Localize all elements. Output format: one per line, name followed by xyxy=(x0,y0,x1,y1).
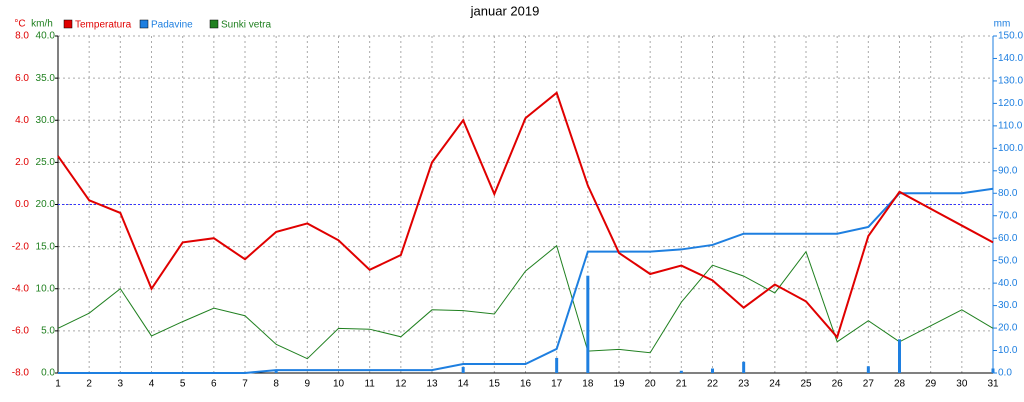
x-tick-label: 10 xyxy=(333,379,345,390)
x-tick-label: 28 xyxy=(894,379,906,390)
precip-bar xyxy=(991,368,995,373)
y-tick-label: 0.0 xyxy=(15,199,29,210)
y3-tick-label: 80.0 xyxy=(998,188,1018,199)
x-tick-label: 14 xyxy=(458,379,470,390)
y3-unit: mm xyxy=(994,19,1011,30)
y3-tick-label: 140.0 xyxy=(998,53,1023,64)
y3-tick-label: 130.0 xyxy=(998,76,1023,87)
y3-tick-label: 10.0 xyxy=(998,345,1018,356)
precip-bar xyxy=(742,361,746,373)
precip-bar xyxy=(711,368,714,373)
y3-tick-label: 120.0 xyxy=(998,98,1023,109)
x-tick-label: 22 xyxy=(707,379,719,390)
precip-bar xyxy=(866,366,870,373)
y2-tick-label: 35.0 xyxy=(36,73,56,84)
x-tick-label: 21 xyxy=(676,379,688,390)
y2-tick-label: 30.0 xyxy=(36,115,56,126)
y2-tick-label: 5.0 xyxy=(41,326,55,337)
series-line xyxy=(57,91,994,340)
x-tick-label: 7 xyxy=(242,379,248,390)
x-tick-label: 13 xyxy=(426,379,438,390)
series-line xyxy=(58,187,994,374)
x-tick-label: 1 xyxy=(55,379,61,390)
legend-swatch xyxy=(63,19,73,29)
precip-bar xyxy=(586,275,590,373)
y3-tick-label: 110.0 xyxy=(998,121,1023,132)
x-tick-label: 29 xyxy=(925,379,937,390)
x-tick-label: 4 xyxy=(149,379,155,390)
y3-tick-label: 70.0 xyxy=(998,210,1018,221)
series-line xyxy=(57,244,994,360)
y3-tick-label: 40.0 xyxy=(998,278,1018,289)
x-tick-label: 23 xyxy=(738,379,750,390)
y2-unit: km/h xyxy=(31,19,53,30)
x-tick-label: 27 xyxy=(863,379,875,390)
y3-tick-label: 20.0 xyxy=(998,323,1018,334)
x-tick-label: 9 xyxy=(305,379,311,390)
y3-tick-label: 90.0 xyxy=(998,165,1018,176)
x-tick-label: 6 xyxy=(211,379,217,390)
x-tick-label: 5 xyxy=(180,379,186,390)
y-unit: °C xyxy=(14,19,25,30)
y-tick-label: -2.0 xyxy=(12,241,30,252)
y2-tick-label: 25.0 xyxy=(36,157,56,168)
x-tick-label: 26 xyxy=(832,379,844,390)
y3-tick-label: 60.0 xyxy=(998,233,1018,244)
x-tick-label: 25 xyxy=(800,379,812,390)
legend-label: Padavine xyxy=(151,20,193,31)
y2-tick-label: 10.0 xyxy=(36,283,56,294)
x-tick-label: 16 xyxy=(520,379,532,390)
x-tick-label: 11 xyxy=(364,379,375,390)
y2-tick-label: 15.0 xyxy=(36,241,56,252)
y-tick-label: -8.0 xyxy=(12,368,30,379)
x-tick-label: 8 xyxy=(273,379,279,390)
legend-swatch xyxy=(139,19,149,29)
y-tick-label: 2.0 xyxy=(15,157,29,168)
x-tick-label: 30 xyxy=(956,379,968,390)
y-tick-label: 4.0 xyxy=(15,115,29,126)
x-tick-label: 18 xyxy=(582,379,594,390)
y3-tick-label: 30.0 xyxy=(998,300,1018,311)
y3-tick-label: 150.0 xyxy=(998,31,1023,42)
legend-label: Temperatura xyxy=(75,20,132,31)
y-tick-label: 8.0 xyxy=(15,31,29,42)
x-tick-label: 19 xyxy=(613,379,625,390)
y3-tick-label: 0.0 xyxy=(998,368,1012,379)
precip-bar xyxy=(461,366,465,373)
legend-label: Sunki vetra xyxy=(221,20,271,31)
precip-bar xyxy=(555,357,559,373)
y2-tick-label: 20.0 xyxy=(36,199,56,210)
x-tick-label: 3 xyxy=(118,379,124,390)
y3-tick-label: 100.0 xyxy=(998,143,1023,154)
x-tick-label: 2 xyxy=(86,379,92,390)
precip-bar xyxy=(274,370,278,373)
y3-tick-label: 50.0 xyxy=(998,255,1018,266)
y-tick-label: -6.0 xyxy=(12,326,30,337)
precip-bar xyxy=(898,339,901,373)
y-tick-label: 6.0 xyxy=(15,73,29,84)
y2-tick-label: 40.0 xyxy=(36,31,56,42)
chart-title: januar 2019 xyxy=(470,3,540,18)
x-tick-label: 15 xyxy=(489,379,501,390)
precip-bar xyxy=(679,370,683,373)
x-tick-label: 17 xyxy=(551,379,563,390)
y2-tick-label: 0.0 xyxy=(41,368,55,379)
x-tick-label: 12 xyxy=(395,379,407,390)
y-tick-label: -4.0 xyxy=(12,283,30,294)
x-tick-label: 20 xyxy=(645,379,657,390)
x-tick-label: 31 xyxy=(987,379,999,390)
x-tick-label: 24 xyxy=(769,379,781,390)
legend-swatch xyxy=(209,19,219,29)
